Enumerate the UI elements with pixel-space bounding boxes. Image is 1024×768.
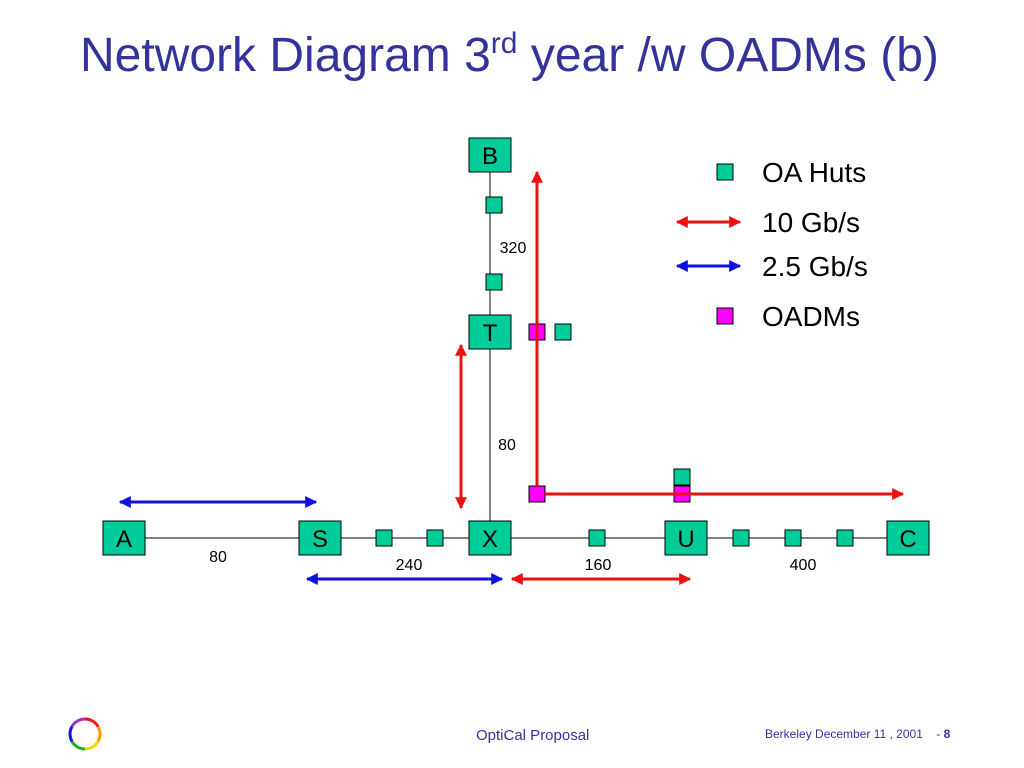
oa-hut-icon: [784, 529, 802, 547]
node-label-u: U: [677, 526, 694, 553]
node-box-a: [102, 520, 146, 556]
page-title: Network Diagram 3rd year /w OADMs (b): [80, 28, 939, 83]
distance-label: 80: [498, 437, 516, 454]
oa-hut-icon: [673, 468, 691, 486]
node-box-u: [664, 520, 708, 556]
node-box-t: [468, 314, 512, 350]
legend-oadm-icon: [716, 307, 734, 325]
title-rest: year /w OADMs (b): [517, 29, 939, 82]
footer-page-prefix: -: [936, 727, 944, 741]
node-label-s: S: [312, 526, 328, 553]
legend-oa-hut-icon: [716, 163, 734, 181]
oa-hut-icon: [732, 529, 750, 547]
node-label-t: T: [483, 320, 498, 347]
footer-date: Berkeley December 11 , 2001: [765, 727, 923, 741]
distance-label: 400: [790, 557, 817, 574]
logo-ring-segment: [84, 740, 100, 751]
oa-hut-icon: [485, 196, 503, 214]
node-label-a: A: [116, 526, 132, 553]
title-main: Network Diagram 3: [80, 29, 491, 82]
oadm-icon: [528, 485, 546, 503]
oa-hut-icon: [485, 273, 503, 291]
title-superscript: rd: [490, 27, 518, 60]
legend-label: 10 Gb/s: [762, 207, 860, 238]
node-box-b: [468, 137, 512, 173]
footer-date-page: Berkeley December 11 , 2001 - 8: [765, 727, 950, 741]
oa-hut-icon: [375, 529, 393, 547]
logo-ring-segment: [96, 725, 102, 743]
oa-hut-icon: [554, 323, 572, 341]
footer-proposal: OptiCal Proposal: [476, 727, 590, 744]
distance-label: 80: [209, 549, 227, 566]
distance-label: 160: [585, 557, 612, 574]
legend-label: OADMs: [762, 301, 860, 332]
legend-label: 2.5 Gb/s: [762, 251, 868, 282]
logo-ring-segment: [70, 717, 86, 728]
legend-label: OA Huts: [762, 157, 866, 188]
page-number: 8: [943, 727, 951, 741]
oa-hut-icon: [426, 529, 444, 547]
oa-hut-icon: [836, 529, 854, 547]
node-label-b: B: [482, 143, 498, 170]
node-label-c: C: [899, 526, 916, 553]
node-box-s: [298, 520, 342, 556]
logo-ring-segment: [70, 740, 86, 751]
logo-ring-segment: [84, 717, 100, 728]
distance-label: 320: [500, 240, 527, 257]
oa-hut-icon: [588, 529, 606, 547]
node-box-x: [468, 520, 512, 556]
logo-ring-segment: [68, 725, 74, 743]
distance-label: 240: [396, 557, 423, 574]
node-label-x: X: [482, 526, 498, 553]
node-box-c: [886, 520, 930, 556]
